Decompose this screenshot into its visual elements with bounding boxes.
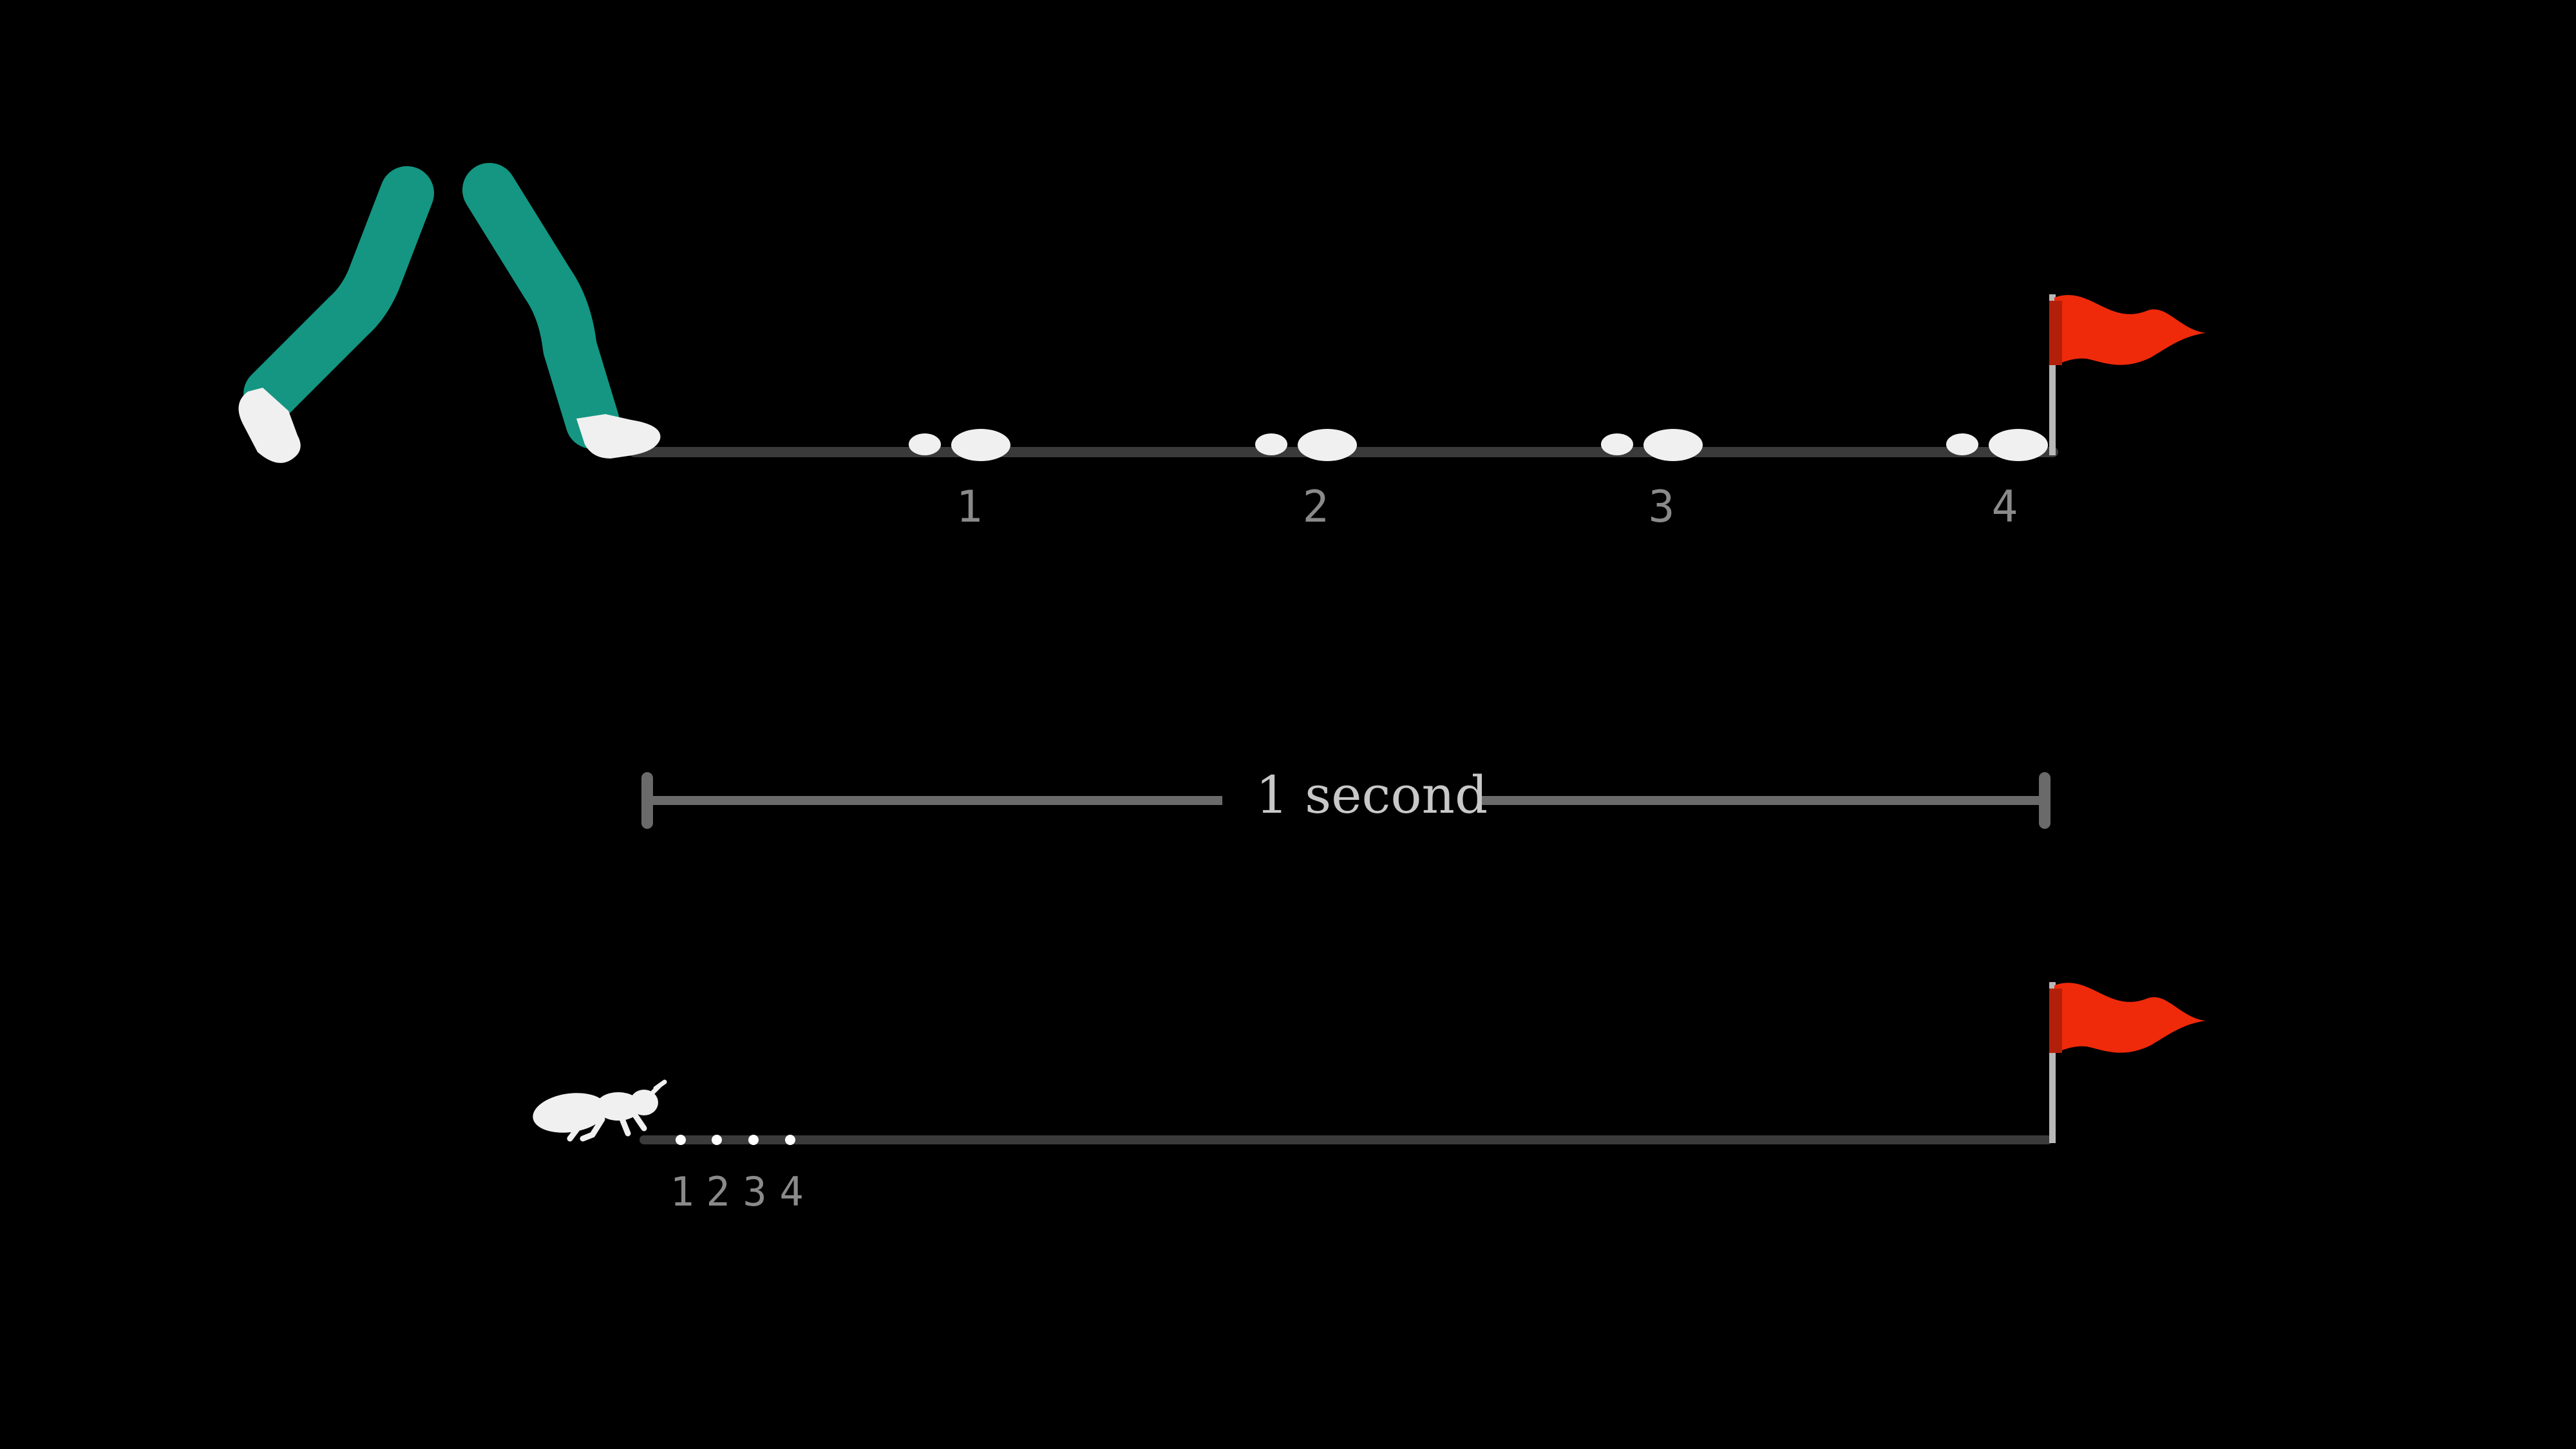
time-scale-bar: 1 second (641, 765, 2050, 829)
human-walk-row: 1 2 3 4 (238, 163, 2206, 533)
ant-step-dot (676, 1135, 686, 1145)
human-step-label: 4 (1992, 482, 2018, 533)
walking-legs-icon (238, 163, 661, 463)
human-step-label: 2 (1303, 482, 1329, 533)
ant-step-label: 2 (706, 1168, 730, 1215)
ant-icon (533, 1079, 667, 1142)
ant-walk-row: 1 2 3 4 (533, 982, 2206, 1215)
ant-step-label: 1 (670, 1168, 694, 1215)
ant-step-dot (785, 1135, 795, 1145)
human-step-label: 3 (1649, 482, 1675, 533)
scale-label: 1 second (1256, 765, 1488, 825)
ant-step-dot (712, 1135, 722, 1145)
ant-step-label: 4 (779, 1168, 803, 1215)
red-flag-icon (2049, 982, 2206, 1143)
ant-step-dot (748, 1135, 759, 1145)
human-step-label: 1 (956, 482, 983, 533)
ant-step-label: 3 (743, 1168, 766, 1215)
red-flag-icon (2049, 294, 2206, 455)
